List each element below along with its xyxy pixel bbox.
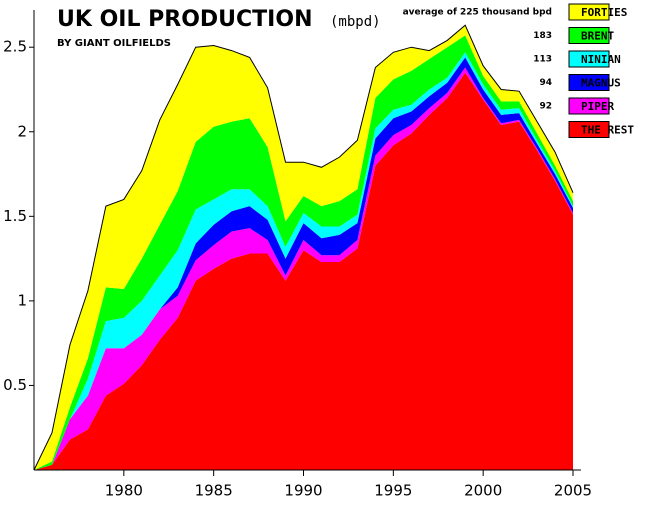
legend-label: BRENT <box>581 30 614 43</box>
legend-swatch <box>568 3 610 21</box>
area <box>34 72 573 470</box>
legend-note: 183 <box>533 31 552 41</box>
y-tick-label: 2 <box>17 122 27 140</box>
legend-swatch <box>568 50 610 68</box>
y-tick-label: 1 <box>17 291 27 309</box>
x-tick-label: 2005 <box>554 482 592 500</box>
x-tick-label: 1995 <box>374 482 412 500</box>
units: (mbpd) <box>330 14 381 30</box>
legend-label: PIPER <box>581 100 614 113</box>
legend-note: 94 <box>539 78 552 88</box>
legend-note: 92 <box>539 102 552 112</box>
legend-label: MAGNUS <box>581 77 621 90</box>
total-outline <box>33 24 574 471</box>
legend-label: NINIAN <box>581 53 621 66</box>
legend-label: THE REST <box>581 124 634 137</box>
chart-subtitle: BY GIANT OILFIELDS <box>57 38 171 49</box>
x-tick-label: 1980 <box>105 482 143 500</box>
legend-swatch <box>568 74 610 91</box>
area <box>34 25 573 471</box>
x-tick-label: 1990 <box>284 482 322 500</box>
legend-note: average of 225 thousand bpd <box>403 8 552 18</box>
x-tick-label: 1985 <box>195 482 233 500</box>
legend-swatch <box>568 97 610 115</box>
y-tick-label: 2.5 <box>3 38 27 56</box>
y-tick-label: 1.5 <box>3 207 27 225</box>
legend-swatch <box>568 27 610 44</box>
legend-note: 113 <box>533 55 552 65</box>
x-tick-label: 2000 <box>464 482 502 500</box>
y-tick-label: 0.5 <box>3 376 27 394</box>
legend-swatch <box>568 121 610 138</box>
legend-label: FORTIES <box>581 6 627 19</box>
chart-title: UK OIL PRODUCTION <box>57 7 312 32</box>
